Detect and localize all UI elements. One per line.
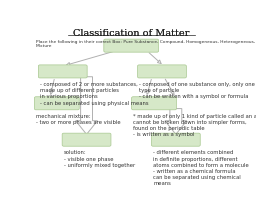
Text: - composed of 2 or more substances,
made up of different particles
in various pr: - composed of 2 or more substances, made…	[40, 82, 148, 106]
FancyBboxPatch shape	[38, 65, 87, 78]
Text: - composed of one substance only, only one
type of particle
- can be written wit: - composed of one substance only, only o…	[139, 82, 255, 99]
FancyBboxPatch shape	[104, 39, 158, 52]
Polygon shape	[165, 109, 187, 134]
Text: Classification of Matter: Classification of Matter	[73, 29, 189, 38]
Text: * made up of only 1 kind of particle called an atom,
cannot be broken down into : * made up of only 1 kind of particle cal…	[133, 114, 256, 138]
FancyBboxPatch shape	[137, 65, 186, 78]
Text: solution:
- visible one phase
- uniformly mixed together: solution: - visible one phase - uniforml…	[64, 150, 135, 168]
FancyBboxPatch shape	[62, 133, 111, 146]
Text: Place the following in their correct Box: Pure Substance, Compound, Homogeneous,: Place the following in their correct Box…	[36, 40, 256, 48]
FancyBboxPatch shape	[34, 97, 79, 110]
Text: - different elements combined
in definite proportions, different
atoms combined : - different elements combined in definit…	[153, 150, 249, 186]
Polygon shape	[76, 77, 98, 134]
FancyBboxPatch shape	[132, 97, 176, 110]
FancyBboxPatch shape	[152, 133, 200, 146]
Text: Classification of Matter: Classification of Matter	[73, 29, 189, 38]
Text: mechanical mixture:
- two or more phases are visible: mechanical mixture: - two or more phases…	[36, 114, 121, 125]
